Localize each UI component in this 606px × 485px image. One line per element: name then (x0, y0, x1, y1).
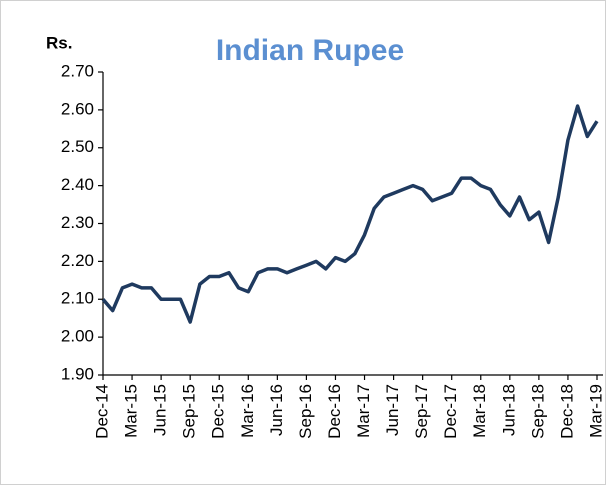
y-tick-label: 2.10 (61, 289, 94, 308)
x-tick-label: Jun-15 (151, 384, 170, 436)
x-tick-label: Mar-19 (586, 384, 605, 438)
x-tick-label: Jun-17 (383, 384, 402, 436)
x-tick-label: Dec-18 (557, 384, 576, 439)
x-tick-label: Jun-18 (499, 384, 518, 436)
x-tick-label: Dec-14 (92, 384, 111, 439)
x-tick-label: Dec-17 (441, 384, 460, 439)
x-tick-label: Sep-15 (180, 384, 199, 439)
x-tick-label: Mar-18 (470, 384, 489, 438)
x-tick-label: Mar-17 (354, 384, 373, 438)
y-tick-label: 2.20 (61, 251, 94, 270)
x-tick-label: Mar-16 (238, 384, 257, 438)
y-tick-label: 2.70 (61, 61, 94, 80)
x-tick-label: Sep-17 (412, 384, 431, 439)
chart-title: Indian Rupee (216, 34, 404, 67)
y-tick-label: 2.30 (61, 213, 94, 232)
x-tick-label: Mar-15 (122, 384, 141, 438)
x-tick-label: Jun-16 (267, 384, 286, 436)
x-tick-label: Dec-15 (209, 384, 228, 439)
y-tick-label: 1.90 (61, 364, 94, 383)
x-tick-label: Sep-16 (296, 384, 315, 439)
x-tick-label: Sep-18 (528, 384, 547, 439)
y-tick-label: 2.60 (61, 99, 94, 118)
x-tick-label: Dec-16 (325, 384, 344, 439)
y-axis-label: Rs. (46, 33, 72, 52)
y-tick-label: 2.40 (61, 175, 94, 194)
y-tick-label: 2.00 (61, 327, 94, 346)
data-line (101, 104, 599, 324)
y-tick-label: 2.50 (61, 137, 94, 156)
